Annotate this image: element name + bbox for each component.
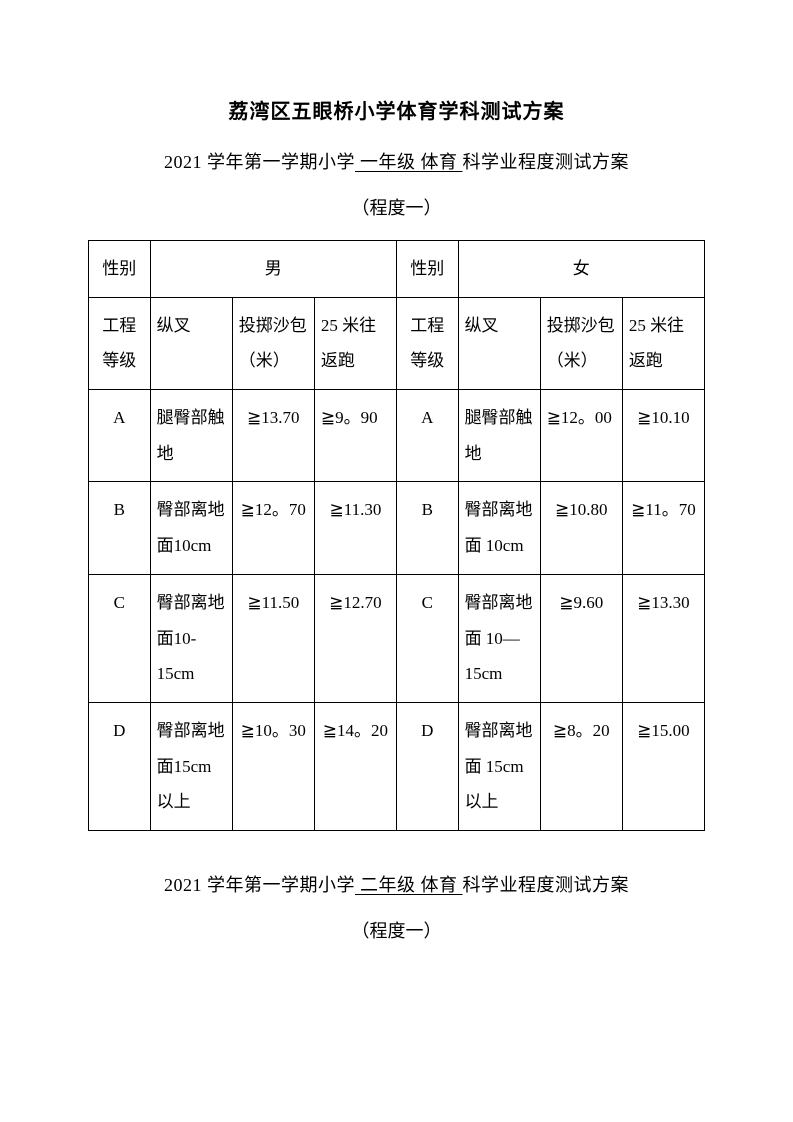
subtitle2-grade: 二年级	[355, 875, 421, 895]
standards-table: 性别 男 性别 女 工程等级 纵叉 投掷沙包（米） 25 米往返跑 工程等级 纵…	[88, 240, 705, 831]
cell-throw-f: ≧9.60	[540, 574, 622, 702]
female-header: 女	[458, 241, 704, 298]
cell-split-m: 臀部离地面10cm	[150, 482, 232, 574]
cell-split-m: 腿臀部触地	[150, 390, 232, 482]
subtitle-grade2: 2021 学年第一学期小学 二年级 体育 科学业程度测试方案	[88, 871, 705, 897]
cell-grade-m: C	[89, 574, 151, 702]
subtitle1-subject: 体育	[421, 152, 463, 172]
subtitle2-post: 科学业程度测试方案	[463, 875, 630, 895]
table-row: C 臀部离地面10-15cm ≧11.50 ≧12.70 C 臀部离地面 10—…	[89, 574, 705, 702]
subtitle-grade1: 2021 学年第一学期小学 一年级 体育 科学业程度测试方案	[88, 148, 705, 174]
gender-label-m: 性别	[89, 241, 151, 298]
col-throw-m: 投掷沙包（米）	[232, 297, 314, 389]
cell-throw-m: ≧13.70	[232, 390, 314, 482]
col-project-grade-f: 工程等级	[396, 297, 458, 389]
table-subheader-row: 工程等级 纵叉 投掷沙包（米） 25 米往返跑 工程等级 纵叉 投掷沙包（米） …	[89, 297, 705, 389]
cell-run-f: ≧10.10	[622, 390, 704, 482]
cell-split-f: 腿臀部触地	[458, 390, 540, 482]
cell-throw-m: ≧11.50	[232, 574, 314, 702]
col-split-f: 纵叉	[458, 297, 540, 389]
level-label-1: （程度一）	[88, 194, 705, 220]
cell-split-m: 臀部离地面15cm 以上	[150, 702, 232, 830]
subtitle1-grade: 一年级	[355, 152, 421, 172]
subtitle2-subject: 体育	[421, 875, 463, 895]
col-project-grade-m: 工程等级	[89, 297, 151, 389]
cell-run-m: ≧14。20	[314, 702, 396, 830]
cell-run-m: ≧12.70	[314, 574, 396, 702]
cell-grade-m: B	[89, 482, 151, 574]
cell-throw-f: ≧8。20	[540, 702, 622, 830]
cell-split-f: 臀部离地面 10cm	[458, 482, 540, 574]
cell-throw-f: ≧12。00	[540, 390, 622, 482]
cell-run-m: ≧9。90	[314, 390, 396, 482]
level-label-2: （程度一）	[88, 917, 705, 943]
cell-run-f: ≧13.30	[622, 574, 704, 702]
cell-grade-m: A	[89, 390, 151, 482]
table-row: B 臀部离地面10cm ≧12。70 ≧11.30 B 臀部离地面 10cm ≧…	[89, 482, 705, 574]
main-title: 荔湾区五眼桥小学体育学科测试方案	[88, 95, 705, 124]
col-run-f: 25 米往返跑	[622, 297, 704, 389]
subtitle2-pre: 2021 学年第一学期小学	[164, 875, 355, 895]
cell-run-m: ≧11.30	[314, 482, 396, 574]
table-header-row: 性别 男 性别 女	[89, 241, 705, 298]
cell-grade-f: D	[396, 702, 458, 830]
cell-split-f: 臀部离地面 10—15cm	[458, 574, 540, 702]
cell-grade-f: C	[396, 574, 458, 702]
cell-grade-f: B	[396, 482, 458, 574]
col-split-m: 纵叉	[150, 297, 232, 389]
cell-grade-f: A	[396, 390, 458, 482]
cell-split-m: 臀部离地面10-15cm	[150, 574, 232, 702]
cell-throw-m: ≧10。30	[232, 702, 314, 830]
cell-split-f: 臀部离地面 15cm 以上	[458, 702, 540, 830]
cell-grade-m: D	[89, 702, 151, 830]
table-row: D 臀部离地面15cm 以上 ≧10。30 ≧14。20 D 臀部离地面 15c…	[89, 702, 705, 830]
table-row: A 腿臀部触地 ≧13.70 ≧9。90 A 腿臀部触地 ≧12。00 ≧10.…	[89, 390, 705, 482]
cell-run-f: ≧11。70	[622, 482, 704, 574]
col-throw-f: 投掷沙包（米）	[540, 297, 622, 389]
col-run-m: 25 米往返跑	[314, 297, 396, 389]
cell-run-f: ≧15.00	[622, 702, 704, 830]
male-header: 男	[150, 241, 396, 298]
gender-label-f: 性别	[396, 241, 458, 298]
cell-throw-m: ≧12。70	[232, 482, 314, 574]
cell-throw-f: ≧10.80	[540, 482, 622, 574]
subtitle1-post: 科学业程度测试方案	[463, 152, 630, 172]
subtitle1-pre: 2021 学年第一学期小学	[164, 152, 355, 172]
